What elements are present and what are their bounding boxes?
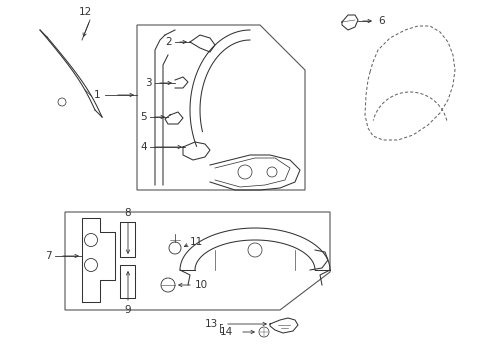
Text: 8: 8 <box>124 208 131 218</box>
Text: 2: 2 <box>165 37 172 47</box>
Text: 6: 6 <box>377 16 384 26</box>
Text: 14: 14 <box>220 327 233 337</box>
Text: 10: 10 <box>195 280 208 290</box>
Text: 11: 11 <box>190 237 203 247</box>
Text: 4: 4 <box>140 142 147 152</box>
Text: 1: 1 <box>93 90 100 100</box>
Text: 3: 3 <box>145 78 152 88</box>
Text: 5: 5 <box>140 112 147 122</box>
Text: 13: 13 <box>204 319 218 329</box>
Text: 9: 9 <box>124 305 131 315</box>
Text: 7: 7 <box>45 251 52 261</box>
Text: 12: 12 <box>78 7 91 17</box>
